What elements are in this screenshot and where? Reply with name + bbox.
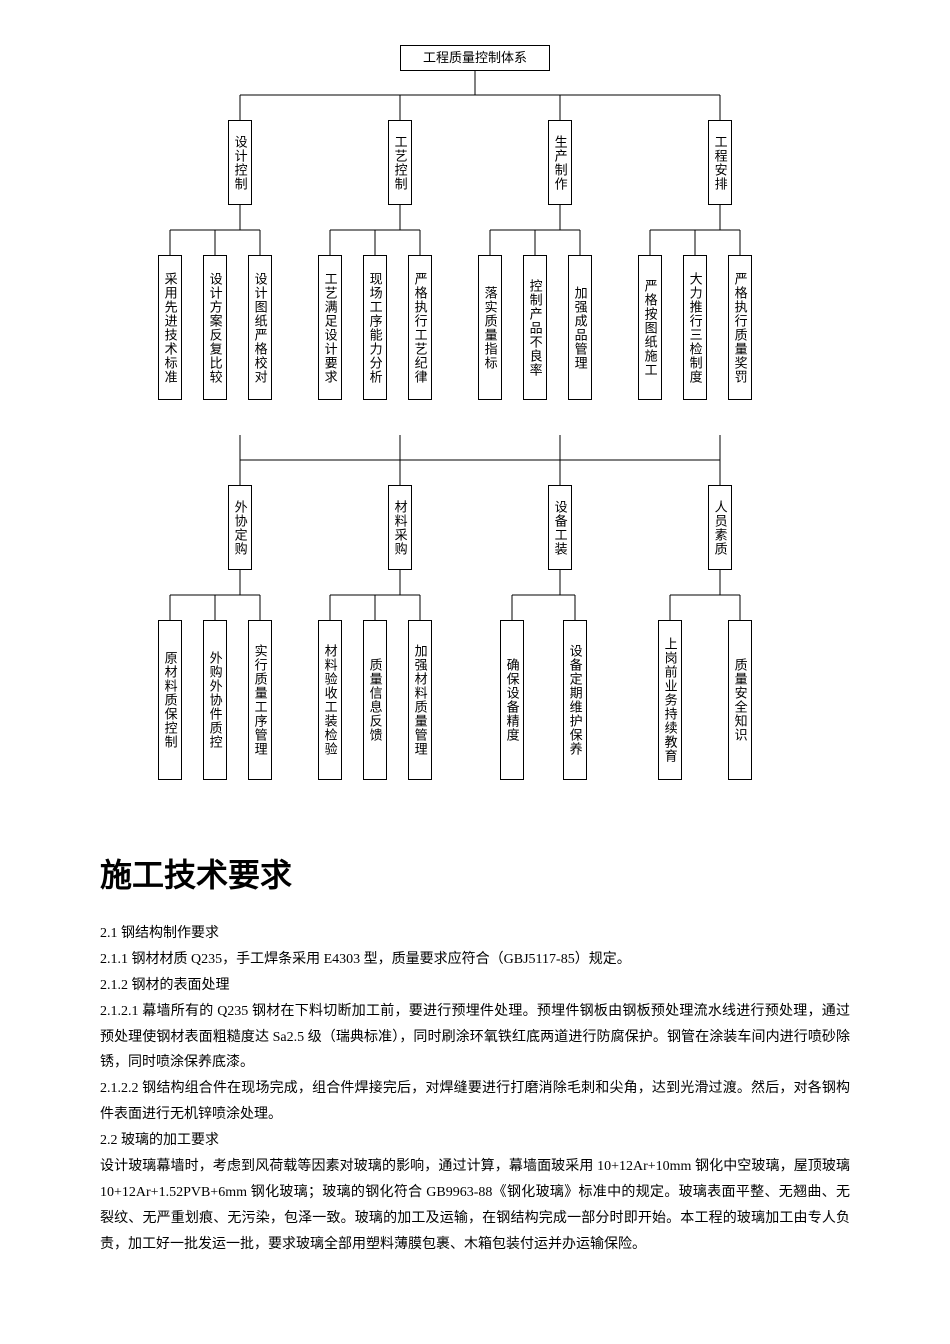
l3-node: 设计方案反复比较 — [203, 255, 227, 400]
section-heading: 2.2 玻璃的加工要求 — [100, 1128, 850, 1154]
l3b-node: 上岗前业务持续教育 — [658, 620, 682, 780]
l3b-node: 质量安全知识 — [728, 620, 752, 780]
l2-node: 设计控制 — [228, 120, 252, 205]
l2b-node: 设备工装 — [548, 485, 572, 570]
l3-node: 现场工序能力分析 — [363, 255, 387, 400]
l2-node: 工艺控制 — [388, 120, 412, 205]
l3-node: 工艺满足设计要求 — [318, 255, 342, 400]
main-title: 施工技术要求 — [100, 850, 850, 896]
body-text: 2.1 钢结构制作要求 2.1.1 钢材材质 Q235，手工焊条采用 E4303… — [100, 921, 850, 1258]
l2b-node: 人员素质 — [708, 485, 732, 570]
l3-node: 加强成品管理 — [568, 255, 592, 400]
l3-node: 严格执行质量奖罚 — [728, 255, 752, 400]
l3-node: 设计图纸严格校对 — [248, 255, 272, 400]
section-text: 设计玻璃幕墙时，考虑到风荷载等因素对玻璃的影响，通过计算，幕墙面玻采用 10+1… — [100, 1154, 850, 1258]
l3b-node: 质量信息反馈 — [363, 620, 387, 780]
l3-node: 严格执行工艺纪律 — [408, 255, 432, 400]
content-section: 施工技术要求 2.1 钢结构制作要求 2.1.1 钢材材质 Q235，手工焊条采… — [100, 850, 850, 1258]
section-text: 2.1.2.2 钢结构组合件在现场完成，组合件焊接完后，对焊缝要进行打磨消除毛刺… — [100, 1076, 850, 1128]
l2b-node: 外协定购 — [228, 485, 252, 570]
l3b-node: 外购外协件质控 — [203, 620, 227, 780]
l3b-node: 原材料质保控制 — [158, 620, 182, 780]
l3b-node: 设备定期维护保养 — [563, 620, 587, 780]
l3b-node: 确保设备精度 — [500, 620, 524, 780]
l3-node: 严格按图纸施工 — [638, 255, 662, 400]
l2-node: 生产制作 — [548, 120, 572, 205]
l3-node: 采用先进技术标准 — [158, 255, 182, 400]
section-text: 2.1.2.1 幕墙所有的 Q235 钢材在下料切断加工前，要进行预埋件处理。预… — [100, 999, 850, 1077]
quality-control-diagram: 工程质量控制体系 设计控制 工艺控制 生产制作 工程安排 采用先进技术标准 设计… — [100, 40, 850, 820]
l2-node: 工程安排 — [708, 120, 732, 205]
section-heading: 2.1 钢结构制作要求 — [100, 921, 850, 947]
l3-node: 大力推行三检制度 — [683, 255, 707, 400]
l3-node: 控制产品不良率 — [523, 255, 547, 400]
l3b-node: 实行质量工序管理 — [248, 620, 272, 780]
l3b-node: 材料验收工装检验 — [318, 620, 342, 780]
l2b-node: 材料采购 — [388, 485, 412, 570]
section-heading: 2.1.2 钢材的表面处理 — [100, 973, 850, 999]
l3b-node: 加强材料质量管理 — [408, 620, 432, 780]
root-node: 工程质量控制体系 — [400, 45, 550, 71]
l3-node: 落实质量指标 — [478, 255, 502, 400]
section-text: 2.1.1 钢材材质 Q235，手工焊条采用 E4303 型，质量要求应符合（G… — [100, 947, 850, 973]
